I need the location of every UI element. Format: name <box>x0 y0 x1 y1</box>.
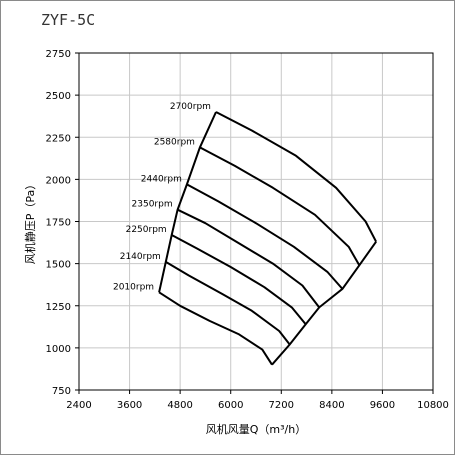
series-line-2350rpm <box>177 208 320 309</box>
series-line-2010rpm <box>158 291 273 366</box>
series-line-2440rpm <box>186 183 344 290</box>
x-tick-label: 4800 <box>167 400 192 411</box>
y-tick-label: 1250 <box>46 302 71 313</box>
series-line-2580rpm <box>199 146 361 266</box>
x-tick-label: 8400 <box>319 400 344 411</box>
right-envelope-line <box>271 241 377 366</box>
series-line-2140rpm <box>165 261 291 346</box>
series-layer <box>158 111 377 366</box>
series-label-2250rpm: 2250rpm <box>126 225 167 235</box>
y-tick-label: 2000 <box>46 175 71 186</box>
label-layer: 2010rpm 2140rpm 2250rpm 2350rpm 2440rpm 2580r… <box>113 102 211 292</box>
x-axis-label: 风机风量Q（m³/h） <box>206 422 306 436</box>
left-envelope-line <box>158 111 217 293</box>
x-tick-label: 10800 <box>417 400 449 411</box>
y-tick-label: 1000 <box>46 344 71 355</box>
series-line-2250rpm <box>171 234 307 325</box>
series-label-2440rpm: 2440rpm <box>141 174 182 184</box>
x-tick-label: 2400 <box>66 400 91 411</box>
x-tick-label: 6000 <box>218 400 243 411</box>
series-line-2700rpm <box>215 111 377 243</box>
chart-title: ZYF-5C <box>41 11 96 29</box>
grid-layer <box>79 53 433 390</box>
series-label-2010rpm: 2010rpm <box>113 282 154 292</box>
axis-layer: 2400 3600 4800 6000 7200 8400 9600 10800 750 1000… <box>23 49 449 436</box>
x-tick-label: 3600 <box>117 400 142 411</box>
y-tick-label: 1750 <box>46 218 71 229</box>
series-label-2700rpm: 2700rpm <box>170 102 211 112</box>
y-axis-label: 风机静压P（Pa） <box>23 179 37 265</box>
y-tick-label: 2500 <box>46 91 71 102</box>
series-label-2350rpm: 2350rpm <box>132 200 173 210</box>
series-label-2140rpm: 2140rpm <box>120 252 161 262</box>
x-tick-label: 7200 <box>269 400 294 411</box>
y-tick-label: 1500 <box>46 260 71 271</box>
y-tick-label: 750 <box>52 386 71 397</box>
y-tick-label: 2750 <box>46 49 71 60</box>
y-tick-label: 2250 <box>46 133 71 144</box>
x-tick-label: 9600 <box>370 400 395 411</box>
series-label-2580rpm: 2580rpm <box>154 137 195 147</box>
